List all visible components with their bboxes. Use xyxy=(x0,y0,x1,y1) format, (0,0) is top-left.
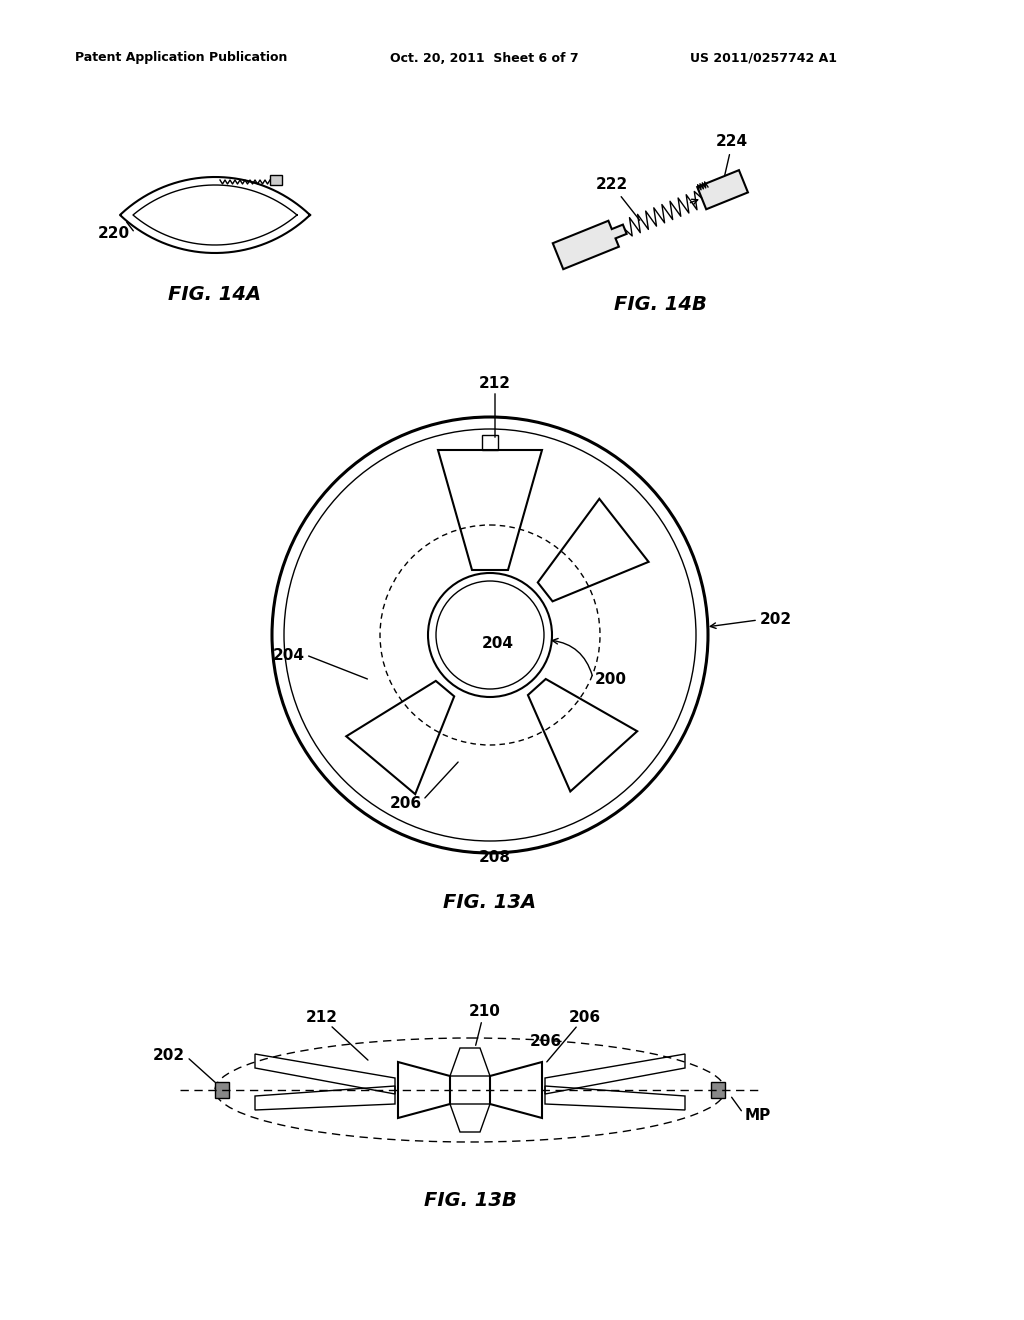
Polygon shape xyxy=(711,1082,725,1098)
Text: 208: 208 xyxy=(479,850,511,865)
Text: 212: 212 xyxy=(479,375,511,391)
Text: 220: 220 xyxy=(98,226,130,240)
Text: US 2011/0257742 A1: US 2011/0257742 A1 xyxy=(690,51,837,65)
Text: 206: 206 xyxy=(569,1011,601,1026)
Polygon shape xyxy=(215,1082,229,1098)
Text: 206: 206 xyxy=(530,1035,562,1049)
Text: FIG. 14B: FIG. 14B xyxy=(613,296,707,314)
Polygon shape xyxy=(697,170,748,210)
Text: 210: 210 xyxy=(469,1005,501,1019)
Text: MP: MP xyxy=(745,1107,771,1122)
Text: 212: 212 xyxy=(306,1011,338,1026)
Text: Patent Application Publication: Patent Application Publication xyxy=(75,51,288,65)
Polygon shape xyxy=(553,220,627,269)
Text: FIG. 13B: FIG. 13B xyxy=(424,1191,516,1209)
Text: 200: 200 xyxy=(595,672,627,688)
Text: 204: 204 xyxy=(482,635,514,651)
Text: 202: 202 xyxy=(760,612,793,627)
Text: 224: 224 xyxy=(716,135,749,149)
Text: FIG. 13A: FIG. 13A xyxy=(443,894,537,912)
Text: 222: 222 xyxy=(595,177,628,191)
Text: 204: 204 xyxy=(273,648,305,663)
Text: 206: 206 xyxy=(390,796,422,810)
Text: FIG. 14A: FIG. 14A xyxy=(168,285,261,305)
Text: 202: 202 xyxy=(153,1048,185,1063)
Text: Oct. 20, 2011  Sheet 6 of 7: Oct. 20, 2011 Sheet 6 of 7 xyxy=(390,51,579,65)
Bar xyxy=(270,176,282,185)
